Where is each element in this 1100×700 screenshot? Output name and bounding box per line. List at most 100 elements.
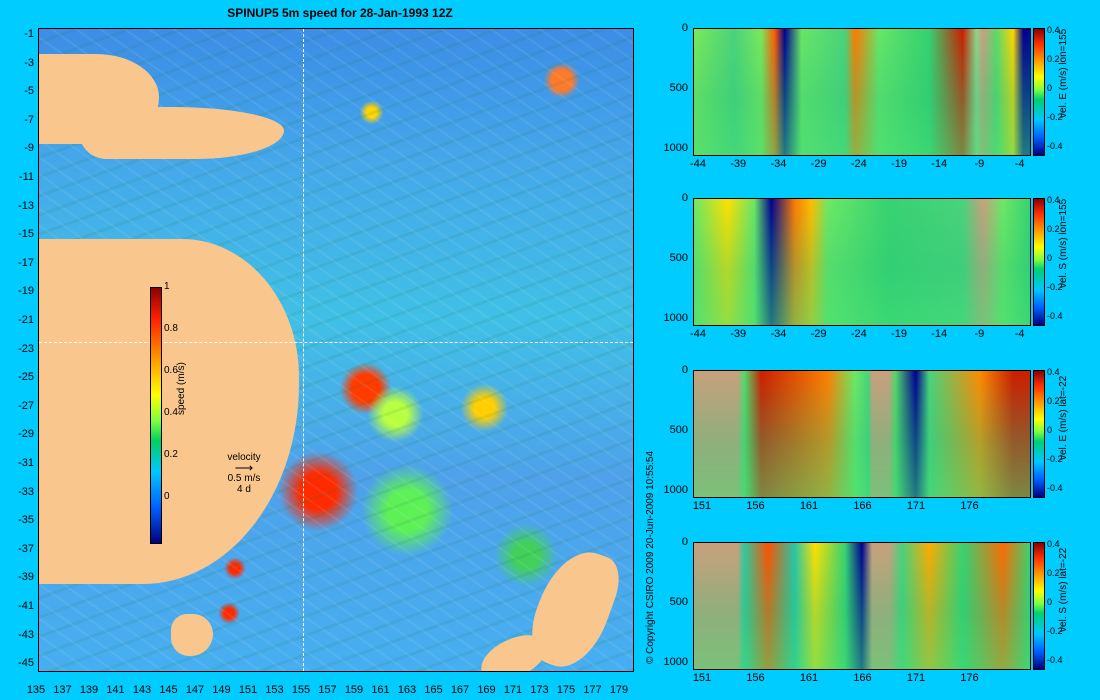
section-x-tick: -24 (850, 328, 867, 340)
section-y-tick: 500 (669, 596, 688, 608)
map-y-tick: -39 (18, 571, 34, 584)
speed-map (38, 28, 634, 672)
speed-colorbar-tick: 0 (164, 491, 170, 502)
section-x-tick: 151 (692, 500, 712, 512)
speed-colorbar-tick: 0.2 (164, 449, 178, 460)
map-y-tick: -43 (18, 628, 34, 641)
section-colorbar-tick: 0.4 (1047, 195, 1060, 205)
copyright-note: © Copyright CSIRO 2009 20-Jun-2009 10:55… (645, 450, 656, 664)
speed-colorbar-tick: 0.6 (164, 365, 178, 376)
section-x-tick: 171 (906, 672, 926, 684)
section-x-tick: 166 (853, 500, 872, 512)
map-x-tick: 145 (159, 684, 178, 696)
section-x-tick: -39 (730, 328, 747, 340)
speed-colorbar-tick: 1 (164, 281, 170, 292)
section-colorbar-2 (1033, 198, 1045, 326)
map-y-tick: -45 (18, 657, 34, 670)
velocity-legend: velocity ⟶ 0.5 m/s 4 d (224, 452, 264, 495)
section-colorbar-tick: 0.4 (1047, 539, 1060, 549)
map-y-tick: -7 (24, 113, 34, 126)
map-y-tick: -37 (18, 542, 34, 555)
map-y-tick: -33 (18, 485, 34, 498)
land-new-guinea-east (79, 107, 284, 159)
map-x-tick: 153 (265, 684, 284, 696)
speed-colorbar-tick: 0.8 (164, 323, 178, 334)
section-colorbar-3 (1033, 370, 1045, 498)
section-colorbar-4 (1033, 542, 1045, 670)
map-x-tick: 147 (185, 684, 205, 696)
section-x-tick: -44 (690, 158, 706, 170)
section-colorbar-tick: -0.2 (1047, 282, 1063, 292)
map-x-tick: 169 (477, 684, 496, 696)
section-label-1: vel. E (m/s) lon=155 (1058, 28, 1069, 118)
section-x-tick: -14 (931, 328, 948, 340)
section-x-tick: -19 (891, 328, 907, 340)
map-x-tick: 177 (583, 684, 602, 696)
section-colorbar-tick: -0.2 (1047, 454, 1063, 464)
section-x-tick: 166 (853, 672, 872, 684)
section-colorbar-tick: 0 (1047, 425, 1053, 435)
section-x-tick: 161 (799, 672, 819, 684)
section-colorbar-tick: -0.2 (1047, 112, 1063, 122)
map-y-tick: -13 (18, 199, 34, 212)
map-x-tick: 167 (450, 684, 470, 696)
section-colorbar-tick: -0.4 (1047, 141, 1063, 151)
map-x-tick: 161 (371, 684, 390, 696)
map-y-tick: -3 (24, 56, 34, 69)
section-x-tick: -29 (810, 158, 827, 170)
section-x-tick: -9 (974, 158, 985, 170)
section-y-tick: 0 (681, 364, 688, 376)
section-colorbar-tick: 0.2 (1047, 396, 1060, 406)
section-label-4: vel. S (m/s) lat=-22 (1058, 547, 1069, 632)
section-colorbar-tick: 0 (1047, 597, 1053, 607)
section-x-tick: -9 (974, 328, 985, 340)
section-colorbar-tick: -0.2 (1047, 626, 1063, 636)
map-y-tick: -25 (18, 371, 34, 384)
section-x-tick: -44 (690, 328, 706, 340)
map-x-tick: 171 (503, 684, 523, 696)
section-x-tick: 161 (799, 500, 819, 512)
map-y-tick: -11 (18, 171, 34, 183)
map-x-tick: 159 (344, 684, 364, 696)
map-y-tick: -5 (24, 85, 34, 98)
section-panel-3 (693, 370, 1031, 498)
map-x-tick: 135 (26, 684, 46, 696)
section-colorbar-tick: 0 (1047, 83, 1053, 93)
speed-colorbar (150, 287, 162, 544)
section-y-tick: 1000 (663, 142, 688, 154)
section-label-2: vel. S (m/s) lon=155 (1058, 198, 1069, 288)
section-x-tick: -19 (891, 158, 907, 170)
section-colorbar-tick: 0.2 (1047, 54, 1060, 64)
map-x-tick: 175 (556, 684, 576, 696)
section-y-tick: 0 (681, 536, 688, 548)
section-x-tick: -24 (850, 158, 867, 170)
section-x-tick: 151 (692, 672, 712, 684)
section-y-tick: 500 (669, 252, 688, 264)
section-y-tick: 0 (681, 192, 688, 204)
page-title: SPINUP5 5m speed for 28-Jan-1993 12Z (227, 6, 453, 20)
section-y-tick: 1000 (663, 656, 688, 668)
map-x-tick: 139 (79, 684, 99, 696)
speed-colorbar-label: speed (m/s) (176, 362, 187, 415)
map-x-tick: 179 (609, 684, 629, 696)
section-colorbar-tick: 0.4 (1047, 25, 1060, 35)
section-x-tick: 176 (960, 500, 979, 512)
map-y-tick: -9 (24, 142, 34, 155)
section-colorbar-tick: -0.4 (1047, 311, 1063, 321)
velocity-legend-title: velocity (227, 452, 261, 463)
map-x-tick: 141 (106, 684, 125, 696)
map-y-tick: -15 (18, 228, 34, 241)
map-y-tick: -31 (18, 457, 34, 469)
map-y-tick: -41 (18, 600, 34, 612)
map-x-tick: 137 (53, 684, 72, 696)
map-y-tick: -21 (18, 314, 34, 326)
section-x-tick: -14 (931, 158, 948, 170)
section-line-lon (303, 29, 304, 671)
section-y-tick: 1000 (663, 312, 688, 324)
map-y-tick: -19 (18, 285, 34, 298)
map-y-tick: -35 (18, 514, 34, 527)
map-x-tick: 165 (424, 684, 443, 696)
section-panel-2 (693, 198, 1031, 326)
section-y-tick: 500 (669, 82, 688, 94)
section-colorbar-tick: 0 (1047, 253, 1053, 263)
